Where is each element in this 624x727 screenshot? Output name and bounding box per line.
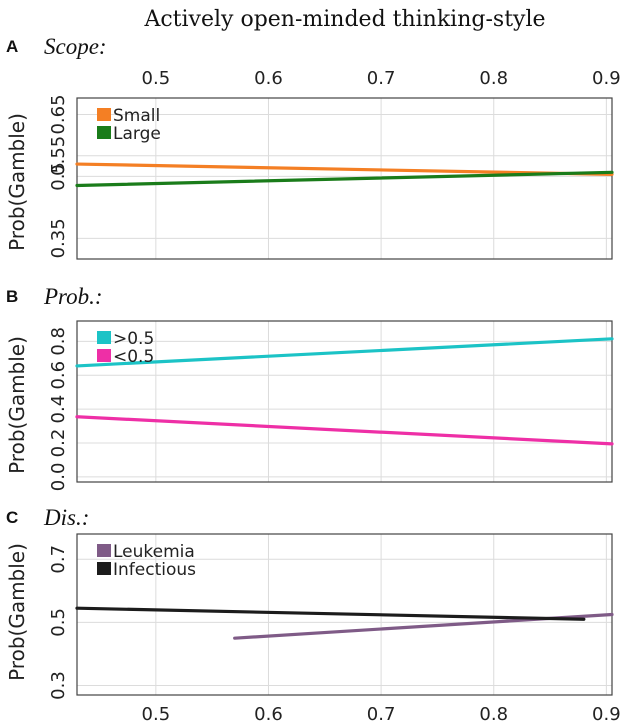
legend-label: Small <box>113 106 160 126</box>
y-tick-label: 0.2 <box>48 429 69 458</box>
top-x-tick-label: 0.9 <box>592 68 621 89</box>
top-x-tick-label: 0.8 <box>479 68 508 89</box>
panel-c-label: C <box>6 508 18 527</box>
y-tick-label: 0.65 <box>48 94 69 134</box>
y-tick-label: 0.35 <box>48 218 69 258</box>
panel-c-ylabel: Prob(Gamble) <box>5 543 29 681</box>
legend-label: Leukemia <box>113 542 195 562</box>
panel-a-title: Scope: <box>44 34 107 59</box>
y-tick-label: 0.8 <box>48 327 69 356</box>
y-tick-label: 0.6 <box>48 361 69 390</box>
legend-swatch <box>97 349 111 362</box>
plot-frame <box>76 320 613 483</box>
legend-swatch <box>97 108 111 121</box>
legend-label: >0.5 <box>113 329 154 349</box>
bottom-x-tick-label: 0.5 <box>142 704 171 725</box>
panel-a-ylabel: Prob(Gamble) <box>5 113 29 251</box>
top-x-tick-label: 0.5 <box>142 68 171 89</box>
panel-a-label: A <box>6 37 18 56</box>
top-x-tick-label: 0.7 <box>367 68 396 89</box>
y-tick-label: 0.0 <box>48 463 69 492</box>
panel-c-title: Dis.: <box>43 505 89 530</box>
figure-title: Actively open-minded thinking-style <box>143 7 545 32</box>
bottom-x-tick-label: 0.8 <box>479 704 508 725</box>
legend-swatch <box>97 331 111 344</box>
legend-label: Infectious <box>113 560 196 580</box>
legend-label: <0.5 <box>113 347 154 367</box>
bottom-x-tick-label: 0.9 <box>592 704 621 725</box>
y-tick-label: 0.3 <box>48 671 69 700</box>
legend-swatch <box>97 126 111 139</box>
bottom-x-tick-label: 0.6 <box>254 704 283 725</box>
panel-b: B Prob.: Prob(Gamble) 0.0 0.2 0.4 0.6 0.8 >0.… <box>5 284 614 492</box>
bottom-x-axis: 0.5 0.6 0.7 0.8 0.9 <box>142 704 621 725</box>
top-x-tick-label: 0.6 <box>254 68 283 89</box>
series-line <box>75 337 614 368</box>
y-tick-label: 0.7 <box>48 545 69 574</box>
plot-frame <box>76 97 613 260</box>
panel-a: A Scope: Prob(Gamble) 0.350.50.550.65 Sma… <box>5 34 614 260</box>
y-tick-label: 0.5 <box>48 162 69 191</box>
y-tick-label: 0.5 <box>48 608 69 637</box>
series-line <box>75 606 586 621</box>
series-line <box>75 170 614 188</box>
legend-swatch <box>97 544 111 557</box>
panel-b-title: Prob.: <box>43 284 103 309</box>
legend-label: Large <box>113 124 161 144</box>
y-tick-label: 0.4 <box>48 395 69 424</box>
panel-b-label: B <box>6 287 18 306</box>
top-x-axis: 0.5 0.6 0.7 0.8 0.9 <box>142 68 621 89</box>
y-tick-label: 0.55 <box>48 136 69 176</box>
series-line <box>75 415 614 446</box>
panel-b-ylabel: Prob(Gamble) <box>5 336 29 474</box>
series-line <box>75 162 614 176</box>
bottom-x-tick-label: 0.7 <box>367 704 396 725</box>
panel-b-plot: 0.0 0.2 0.4 0.6 0.8 >0.5<0.5 <box>48 320 614 492</box>
legend-swatch <box>97 562 111 575</box>
panel-c: C Dis.: Prob(Gamble) 0.3 0.5 0.7 LeukemiaIn… <box>5 505 614 700</box>
